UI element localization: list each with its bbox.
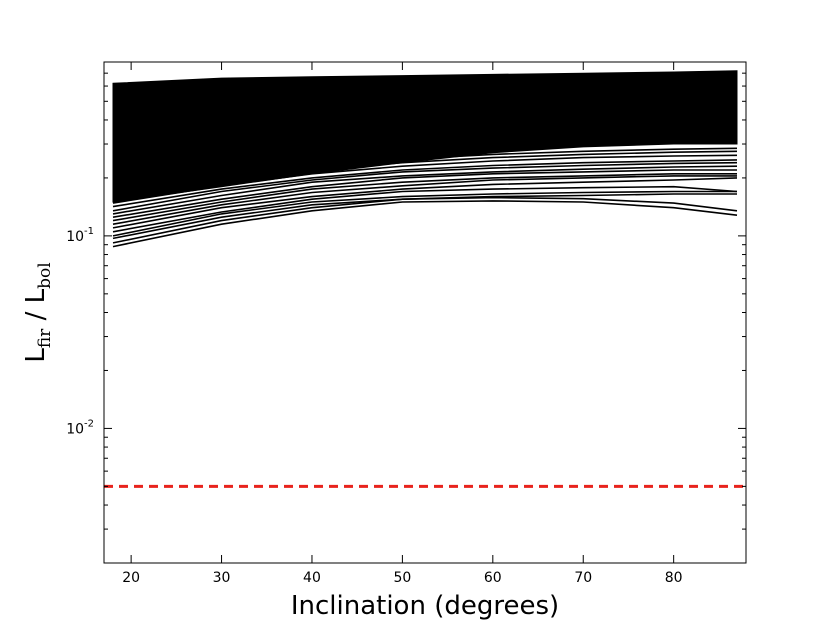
x-tick-label: 30 (213, 570, 231, 586)
series-line-1 (112, 200, 738, 248)
x-tick-label: 60 (484, 570, 502, 586)
series-line-15 (112, 147, 738, 198)
series-line-4 (112, 190, 737, 237)
series-line-14 (112, 150, 738, 200)
y-tick-base: 10 (66, 421, 84, 437)
series-line-3 (112, 193, 737, 240)
series-line-16 (112, 71, 738, 87)
series-line-10 (112, 165, 738, 215)
plot-area (104, 70, 746, 488)
series-line-11 (112, 161, 738, 212)
x-tick-label: 80 (665, 570, 683, 586)
y-tick-exponent: -2 (84, 418, 94, 429)
y-axis-title-separator: / (21, 303, 51, 328)
series-line-12 (112, 159, 738, 208)
x-tick-label: 70 (574, 570, 592, 586)
y-axis-title-sub2: bol (35, 262, 55, 289)
y-tick-exponent: -1 (84, 226, 94, 237)
series-line-9 (112, 169, 737, 218)
y-axis-title: Lfir / Lbol (21, 262, 55, 362)
x-tick-label: 50 (393, 570, 411, 586)
series-line-18 (112, 76, 738, 99)
y-axis-title-sub1: fir (35, 328, 55, 348)
x-axis-title: Inclination (degrees) (291, 591, 559, 621)
y-tick-label: 10-2 (66, 418, 94, 437)
series-line-6 (112, 177, 738, 229)
series-line-17 (112, 73, 738, 93)
series-line-8 (112, 173, 737, 222)
y-axis-title-l2: L (21, 288, 51, 303)
series-line-13 (112, 154, 738, 204)
x-tick-label: 40 (303, 570, 321, 586)
y-axis-title-l1: L (21, 348, 51, 363)
series-line-7 (112, 175, 737, 225)
x-tick-label: 20 (122, 570, 140, 586)
series-line-5 (112, 185, 738, 233)
y-tick-label: 10-1 (66, 226, 94, 245)
y-tick-base: 10 (66, 229, 84, 245)
